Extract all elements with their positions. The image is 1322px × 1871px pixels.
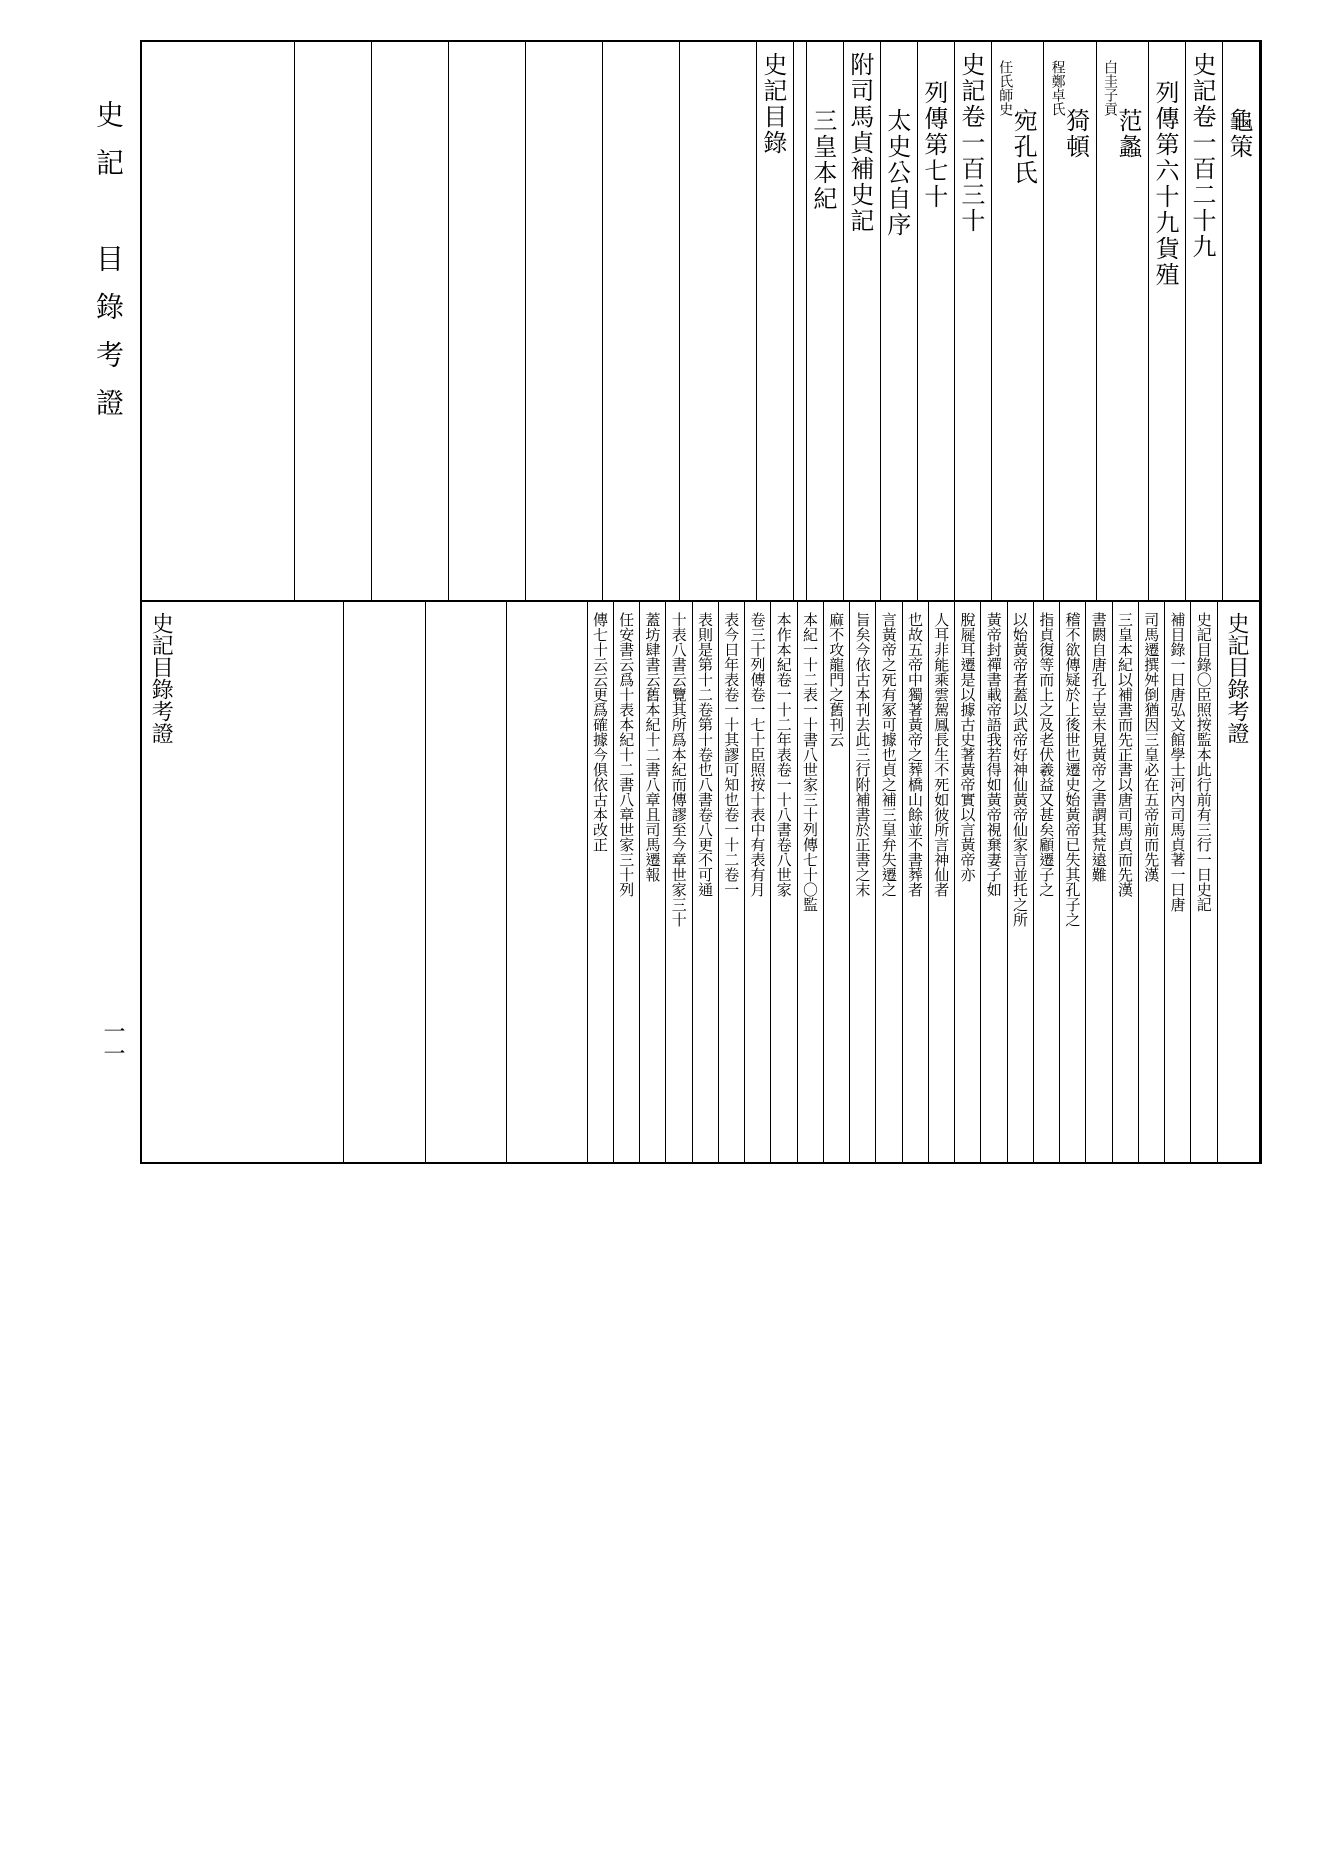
bottom-text-column: 十表八書云覽其所爲本紀而傳謬至今章世家三十: [666, 602, 692, 1162]
top-column: 列傳第六十九貨殖: [1149, 42, 1186, 600]
top-empty-cols: [142, 42, 757, 600]
empty-column: [680, 42, 757, 600]
bottom-text-column: 言黃帝之死有冢可據也貞之補三皇弁失遷之: [876, 602, 902, 1162]
column-main-text: 三皇本紀: [813, 108, 837, 212]
bottom-text-column: 書閼自唐孔子豈未見黃帝之書謂其荒遠難: [1086, 602, 1112, 1162]
empty-column: [344, 602, 425, 1162]
column-sub2: 程鄭: [1050, 60, 1065, 88]
left-margin: 史記 目錄考證 一一: [60, 40, 140, 1164]
column-sub2: 白圭: [1103, 60, 1118, 88]
empty-column: [295, 42, 372, 600]
bottom-text-column: 麻不攻龍門之舊刊云: [824, 602, 850, 1162]
top-column: 史記卷一百二十九: [1186, 42, 1223, 600]
bottom-empty-cols: [183, 602, 587, 1162]
empty-column: [372, 42, 449, 600]
top-column: 史記目錄: [757, 42, 794, 600]
empty-column: [603, 42, 680, 600]
top-column: 列傳第七十: [918, 42, 955, 600]
bottom-text-column: 黃帝封禪書載帝語我若得如黃帝視棄妻子如: [981, 602, 1007, 1162]
top-column: 龜策: [1223, 42, 1260, 600]
column-sub1: 卓氏: [1050, 88, 1065, 116]
empty-column: [526, 42, 603, 600]
bottom-text-column: 指貞復等而上之及老伏羲益又甚矣顧遷子之: [1034, 602, 1060, 1162]
bottom-title-column: 史記目錄考證: [1218, 602, 1260, 1162]
bottom-text-column: 補目錄一曰唐弘文館學士河內司馬貞著一曰唐: [1165, 602, 1191, 1162]
bottom-text-column: 旨矣今依古本刊去此三行附補書於正書之末: [850, 602, 876, 1162]
top-column: 三皇本紀: [807, 42, 844, 600]
bottom-section: 史記目錄考證史記目錄○臣照按監本此行前有三行一曰史記補目錄一曰唐弘文館學士河內司…: [142, 602, 1260, 1162]
empty-column: [142, 42, 218, 600]
bottom-text-column: 三皇本紀以補書而先正書以唐司馬貞而先漢: [1113, 602, 1139, 1162]
column-main-text: 史記卷一百三十: [961, 52, 985, 234]
bottom-text-column: 本作本紀卷一十二年表卷一十八書卷八世家: [771, 602, 797, 1162]
column-sub2: 任氏: [998, 60, 1013, 88]
top-column: 史記卷一百三十: [955, 42, 992, 600]
bottom-text-column: 史記目錄○臣照按監本此行前有三行一曰史記: [1191, 602, 1217, 1162]
column-main-text: 列傳第六十九貨殖: [1155, 80, 1179, 288]
column-main-text: 列傳第七十: [924, 80, 948, 210]
margin-title: 史記 目錄考證: [60, 100, 130, 436]
column-main-text: 太史公自序: [887, 108, 911, 238]
column-main-text: 史記卷一百二十九: [1192, 52, 1216, 260]
bottom-text-column: 司馬遷撰舛倒猶因三皇必在五帝前而先漢: [1139, 602, 1165, 1162]
column-sub-wrap: 任氏師史: [998, 60, 1013, 116]
top-column: 太史公自序: [881, 42, 918, 600]
column-sub-wrap: 白圭子貢: [1103, 60, 1118, 116]
column-main-text: 猗頓: [1066, 108, 1090, 160]
bottom-text-column: 傳七十云云更爲確據今俱依古本改正: [588, 602, 614, 1162]
top-column: [794, 42, 807, 600]
bottom-text-column: 也故五帝中獨著黃帝之葬橋山餘並不書葬者: [903, 602, 929, 1162]
column-main-text: 史記目錄: [763, 52, 787, 156]
margin-pagenum: 一一: [99, 1020, 130, 1064]
top-column: 附司馬貞補史記: [844, 42, 881, 600]
page-container: 史記 目錄考證 一一 龜策史記卷一百二十九列傳第六十九貨殖范蠡白圭子貢猗頓程鄭卓…: [60, 40, 1262, 1164]
bottom-text-column: 卷三十列傳卷一七十臣照按十表中有表有月: [745, 602, 771, 1162]
bottom-text-column: 任安書云爲十表本紀十二書八章世家三十列: [614, 602, 640, 1162]
column-main-text: 范蠡: [1118, 108, 1142, 160]
bottom-text-column: 表則是第十二卷第十卷也八書卷八更不可通: [693, 602, 719, 1162]
main-block: 龜策史記卷一百二十九列傳第六十九貨殖范蠡白圭子貢猗頓程鄭卓氏宛孔氏任氏師史史記卷…: [140, 40, 1262, 1164]
bottom-text-column: 脫屣耳遷是以據古史著黃帝實以言黃帝亦: [955, 602, 981, 1162]
bottom-text-column: 蓋坊肆書云舊本紀十二書八章且司馬遷報: [640, 602, 666, 1162]
bottom-text-column: 以始黃帝者蓋以武帝好神仙黃帝仙家言並托之所: [1008, 602, 1034, 1162]
empty-column: [426, 602, 507, 1162]
top-section: 龜策史記卷一百二十九列傳第六十九貨殖范蠡白圭子貢猗頓程鄭卓氏宛孔氏任氏師史史記卷…: [142, 42, 1260, 602]
column-main-text: 附司馬貞補史記: [850, 52, 874, 234]
top-column: 猗頓程鄭卓氏: [1044, 42, 1096, 600]
bottom-text-column: 稽不欲傳疑於上後世也遷史始黃帝已失其孔子之: [1060, 602, 1086, 1162]
column-main-text: 宛孔氏: [1013, 108, 1037, 186]
bottom-text-column: 表今曰年表卷一十其謬可知也卷一十二卷一: [719, 602, 745, 1162]
empty-column: [263, 602, 344, 1162]
column-sub1: 師史: [998, 88, 1013, 116]
top-column: 范蠡白圭子貢: [1097, 42, 1149, 600]
empty-column: [507, 602, 588, 1162]
empty-column: [218, 42, 295, 600]
empty-column: [449, 42, 526, 600]
bottom-title-column: 史記目錄考證: [142, 602, 183, 1162]
column-main-text: 龜策: [1229, 108, 1253, 160]
top-column: 宛孔氏任氏師史: [992, 42, 1044, 600]
bottom-text-column: 本紀一十二表一十書八世家三十列傳七十○監: [798, 602, 824, 1162]
empty-column: [183, 602, 263, 1162]
column-sub-wrap: 程鄭卓氏: [1050, 60, 1065, 116]
bottom-text-column: 人耳非能乘雲駕鳳長生不死如彼所言神仙者: [929, 602, 955, 1162]
column-sub1: 子貢: [1103, 88, 1118, 116]
